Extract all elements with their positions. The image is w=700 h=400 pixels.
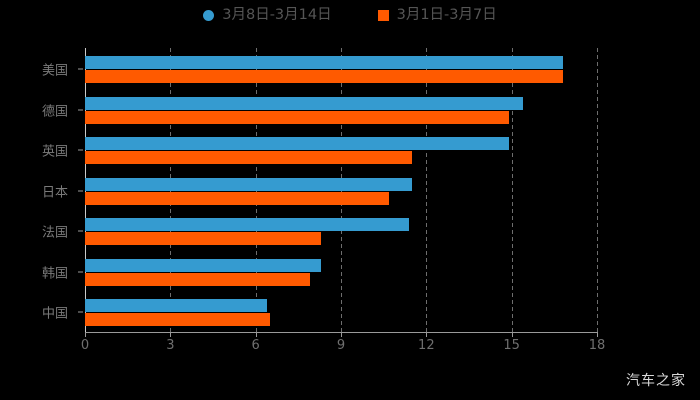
bar[interactable] bbox=[85, 151, 413, 165]
gridline bbox=[597, 48, 598, 332]
y-axis-label: 美国 bbox=[41, 63, 68, 79]
legend-item-series-1[interactable]: 3月8日-3月14日 bbox=[203, 7, 332, 23]
bar-group bbox=[85, 258, 597, 286]
x-axis-tick bbox=[597, 332, 598, 337]
x-axis-tick-label: 3 bbox=[166, 338, 175, 353]
y-axis-label: 中国 bbox=[41, 306, 68, 322]
bar[interactable] bbox=[85, 272, 310, 286]
bar-group bbox=[85, 56, 597, 83]
legend-label-series-1: 3月8日-3月14日 bbox=[222, 7, 332, 23]
x-axis-tick bbox=[426, 332, 428, 337]
y-axis-tick bbox=[78, 311, 83, 313]
plot-area bbox=[85, 48, 598, 337]
bar-group bbox=[85, 177, 597, 205]
x-axis-tick bbox=[170, 332, 172, 337]
watermark: 汽车之家 bbox=[626, 373, 686, 389]
y-axis-label: 法国 bbox=[41, 225, 68, 241]
legend-label-series-2: 3月1日-3月7日 bbox=[396, 7, 497, 23]
y-axis-label: 德国 bbox=[41, 104, 68, 120]
x-axis-tick-label: 18 bbox=[588, 338, 606, 353]
y-axis-label: 英国 bbox=[41, 144, 68, 160]
chart-legend: 3月8日-3月14日 3月1日-3月7日 bbox=[0, 8, 700, 23]
x-axis-tick bbox=[341, 332, 342, 337]
bar[interactable] bbox=[85, 70, 563, 83]
bar-group bbox=[85, 96, 597, 124]
bar[interactable] bbox=[85, 191, 390, 205]
x-axis-tick-label: 15 bbox=[503, 338, 520, 353]
y-axis-tick bbox=[78, 149, 83, 151]
y-axis-tick bbox=[78, 190, 83, 192]
bar[interactable] bbox=[85, 218, 410, 232]
y-axis-tick bbox=[78, 68, 83, 70]
bar[interactable] bbox=[85, 232, 322, 246]
bar-group bbox=[85, 218, 597, 246]
gridline bbox=[426, 48, 428, 332]
y-axis-label: 韩国 bbox=[41, 266, 68, 282]
gridline bbox=[511, 48, 513, 332]
x-axis-tick bbox=[255, 332, 257, 337]
x-axis-tick bbox=[511, 332, 513, 337]
y-axis-label: 日本 bbox=[41, 185, 68, 201]
bar-group bbox=[85, 299, 597, 327]
bar[interactable] bbox=[85, 96, 524, 110]
bar[interactable] bbox=[85, 177, 413, 191]
legend-item-series-2[interactable]: 3月1日-3月7日 bbox=[377, 7, 497, 23]
bar[interactable] bbox=[85, 110, 509, 124]
bar[interactable] bbox=[85, 258, 322, 272]
x-axis-tick-label: 6 bbox=[251, 338, 260, 353]
y-axis-tick bbox=[78, 271, 83, 273]
y-axis-tick bbox=[78, 230, 83, 232]
x-axis-tick-labels: 0 3 6 9 12 15 18 bbox=[81, 338, 605, 358]
bar[interactable] bbox=[85, 56, 563, 69]
x-axis-tick-label: 9 bbox=[336, 338, 346, 353]
bar[interactable] bbox=[85, 137, 509, 151]
bar[interactable] bbox=[85, 313, 270, 327]
x-axis-tick bbox=[85, 332, 86, 337]
y-axis-tick bbox=[78, 109, 83, 111]
x-axis-tick-label: 12 bbox=[418, 338, 435, 353]
legend-marker-circle-icon bbox=[203, 9, 215, 21]
bar[interactable] bbox=[85, 299, 268, 313]
y-axis-labels: 美国德国英国日本法国韩国中国 bbox=[0, 48, 83, 332]
bar-group bbox=[85, 137, 597, 165]
x-axis-tick-label: 0 bbox=[80, 338, 90, 353]
legend-marker-square-icon bbox=[377, 9, 389, 21]
bar-series-group bbox=[85, 48, 597, 332]
